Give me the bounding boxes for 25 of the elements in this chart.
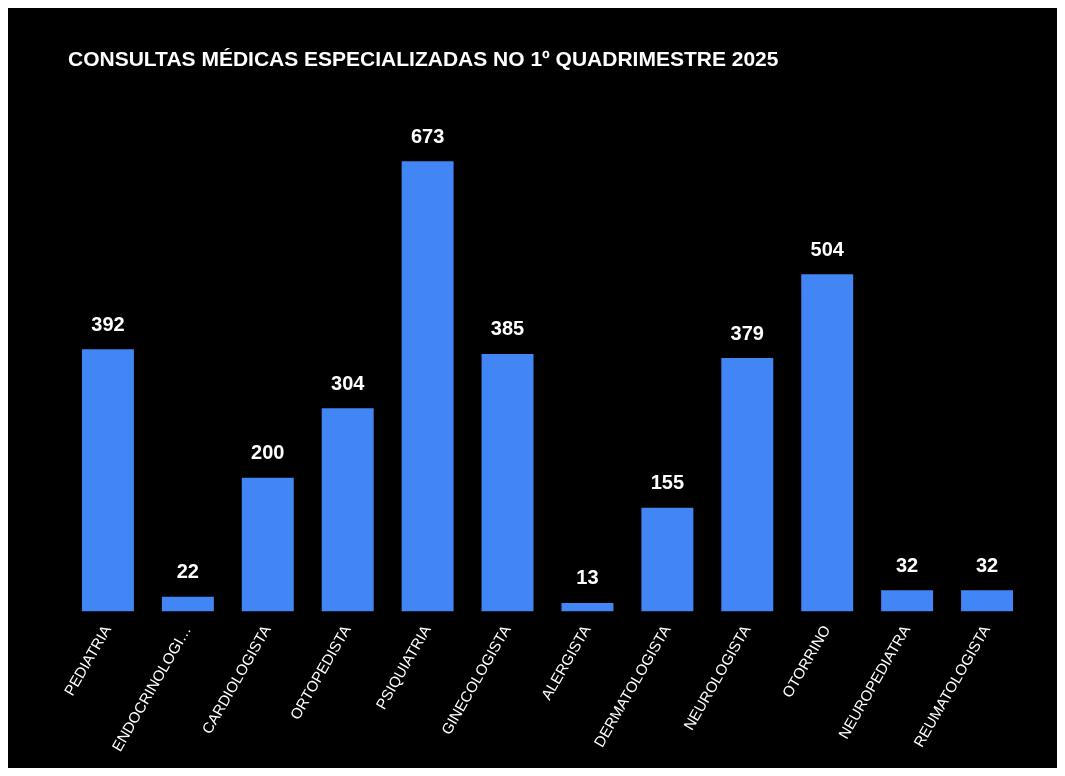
bar (81, 349, 134, 612)
bar (161, 596, 214, 612)
bar (561, 602, 614, 612)
data-label: 392 (91, 312, 125, 335)
data-label: 22 (176, 560, 199, 583)
bar (321, 408, 374, 612)
data-label: 504 (810, 237, 845, 260)
data-label: 304 (331, 371, 366, 394)
chart-title: CONSULTAS MÉDICAS ESPECIALIZADAS NO 1º QUADRIMESTRE 2025 (68, 47, 779, 71)
data-label: 385 (490, 317, 525, 340)
bar (801, 274, 854, 612)
data-label: 155 (650, 471, 685, 494)
bar (401, 161, 454, 612)
bar (241, 477, 294, 612)
data-label: 379 (730, 321, 764, 344)
bar (961, 590, 1014, 612)
data-label: 32 (975, 553, 999, 576)
data-label: 673 (410, 124, 445, 147)
bar (721, 357, 774, 612)
data-label: 13 (576, 566, 599, 589)
data-label: 32 (896, 553, 919, 576)
bar (481, 353, 534, 612)
data-label: 200 (251, 441, 285, 464)
bar (881, 590, 934, 612)
bar (641, 507, 694, 612)
